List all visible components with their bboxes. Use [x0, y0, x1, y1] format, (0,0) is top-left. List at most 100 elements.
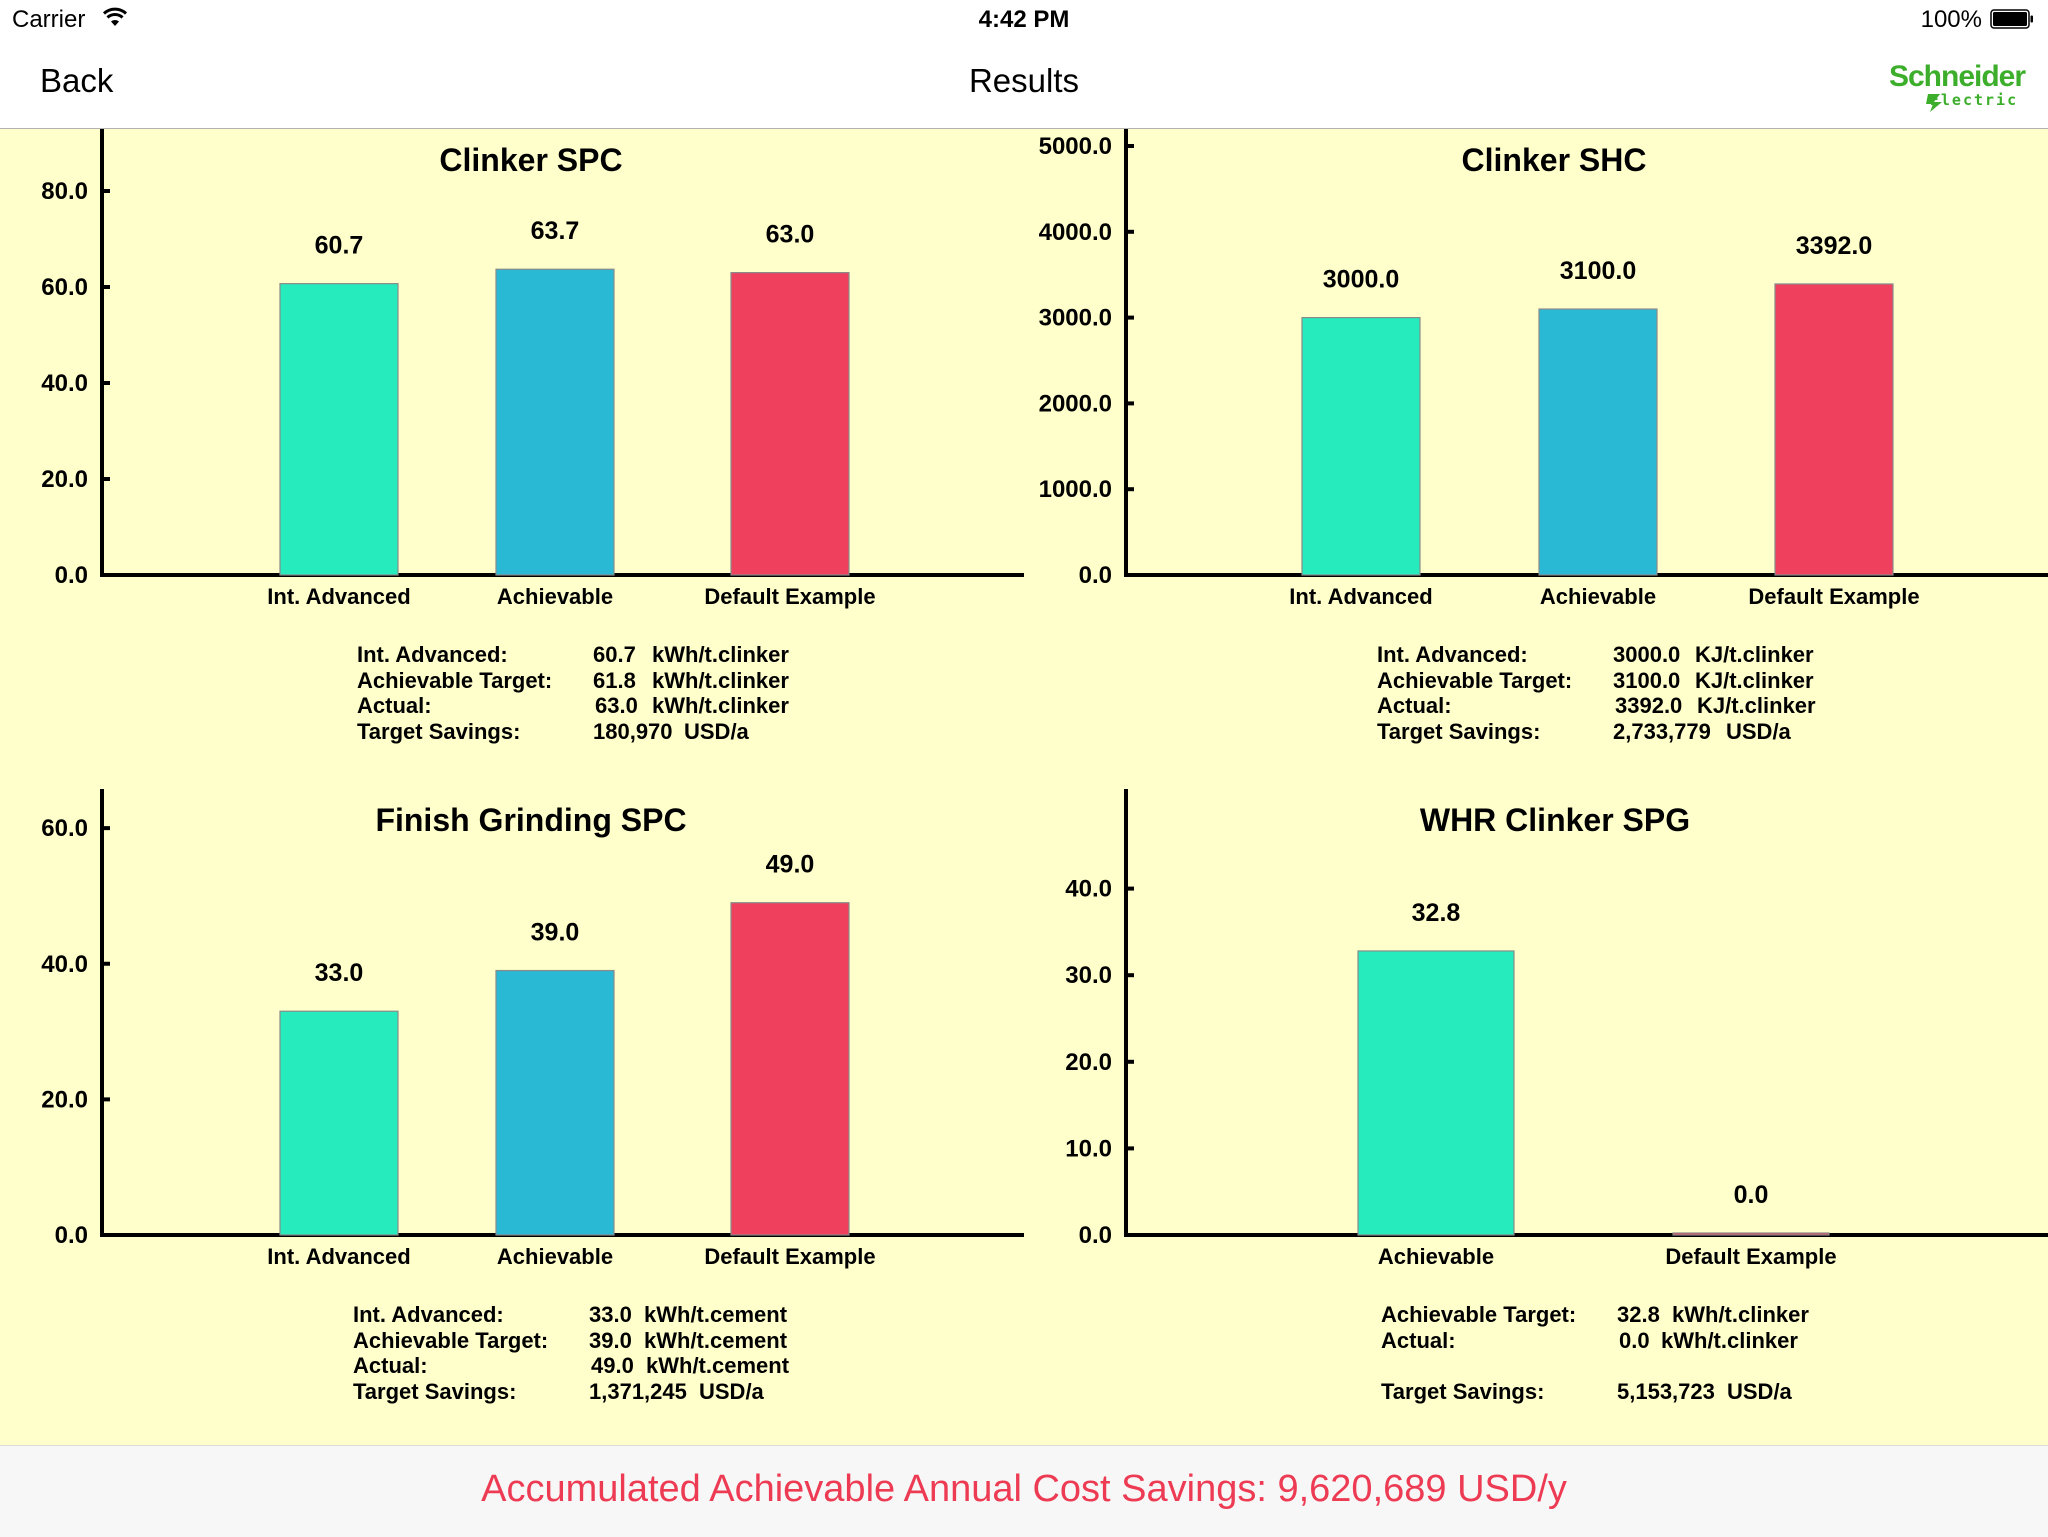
summary-row: Target Savings: 180,970 USD/a: [357, 719, 917, 745]
summary-value: 3000.0: [1613, 642, 1681, 667]
summary-label: Actual:: [357, 693, 432, 718]
summary-unit: USD/a: [684, 718, 749, 744]
accumulated-savings-bar: Accumulated Achievable Annual Cost Savin…: [0, 1445, 2048, 1537]
summary-unit: kWh/t.clinker: [1661, 1327, 1798, 1353]
bar-value-label: 33.0: [315, 959, 364, 987]
page-title: Results: [968, 62, 1080, 99]
summary-value: 3392.0: [1615, 693, 1683, 718]
summary-row: Actual: 63.0 kWh/t.clinker: [357, 693, 917, 719]
y-tick-label: 60.0: [41, 274, 88, 301]
summary-value: 33.0: [589, 1302, 632, 1327]
bar-value-label: 0.0: [1734, 1181, 1769, 1209]
chart-title: Finish Grinding SPC: [375, 802, 686, 838]
summary-value: 32.8: [1617, 1302, 1660, 1327]
summary-unit: kWh/t.clinker: [652, 693, 789, 718]
bar-value-label: 63.0: [766, 221, 815, 249]
clinker-spc-summary: Int. Advanced: 60.7 kWh/t.clinker Achievab…: [357, 642, 917, 744]
y-tick-label: 0.0: [1079, 562, 1112, 589]
y-tick-label: 20.0: [1065, 1049, 1112, 1076]
whr-clinker-spg-summary: Achievable Target: 32.8 kWh/t.clinker Actu…: [1381, 1302, 1941, 1404]
y-tick-label: 0.0: [55, 562, 88, 589]
x-category-label: Achievable: [497, 584, 613, 609]
y-tick-label: 80.0: [41, 178, 88, 205]
bar-default-example: [1774, 283, 1894, 576]
summary-label: Target Savings:: [353, 1378, 517, 1404]
summary-value: 49.0: [591, 1353, 634, 1378]
summary-row: Target Savings: 2,733,779 USD/a: [1377, 719, 1977, 745]
y-tick-label: 5000.0: [1039, 133, 1112, 160]
bar-int-advanced: [1301, 317, 1421, 576]
summary-value: 180,970: [593, 718, 673, 744]
status-time: 4:42 PM: [978, 6, 1070, 33]
summary-row: Actual: 0.0 kWh/t.clinker: [1381, 1328, 1941, 1354]
summary-row: Target Savings: 1,371,245 USD/a: [353, 1379, 913, 1405]
summary-unit: KJ/t.clinker: [1695, 667, 1814, 693]
summary-row: Actual: 49.0 kWh/t.cement: [353, 1353, 913, 1379]
summary-label: Actual:: [1377, 693, 1452, 718]
summary-value: 0.0: [1619, 1327, 1650, 1353]
bar-default-example: [1672, 1232, 1830, 1236]
y-tick-label: 4000.0: [1039, 219, 1112, 246]
summary-value: 63.0: [595, 693, 638, 718]
y-tick-label: 60.0: [41, 815, 88, 842]
summary-row: Int. Advanced: 60.7 kWh/t.clinker: [357, 642, 917, 668]
summary-row: Int. Advanced: 33.0 kWh/t.cement: [353, 1302, 913, 1328]
summary-row: Int. Advanced: 3000.0 KJ/t.clinker: [1377, 642, 1977, 668]
summary-row: Target Savings: 5,153,723 USD/a: [1381, 1379, 1941, 1405]
clinker-shc-chart: Clinker SHC 0.0 1000.0 2000.0 3000.0 4000.0 50…: [1039, 129, 2048, 609]
bar-value-label: 39.0: [531, 919, 580, 947]
bar-default-example: [730, 902, 850, 1236]
summary-label: Int. Advanced:: [357, 642, 508, 667]
bar-value-label: 3100.0: [1560, 257, 1636, 285]
back-button[interactable]: Back: [40, 62, 114, 99]
summary-label: Int. Advanced:: [353, 1302, 504, 1327]
summary-label: Achievable Target:: [1377, 667, 1573, 693]
x-category-label: Default Example: [704, 1244, 875, 1269]
summary-row: [1381, 1353, 1941, 1379]
summary-row: Achievable Target: 32.8 kWh/t.clinker: [1381, 1302, 1941, 1328]
summary-row: Actual: 3392.0 KJ/t.clinker: [1377, 693, 1977, 719]
navigation-bar: Back Results Schneider Electric: [0, 40, 2048, 129]
bar-achievable: [495, 268, 615, 576]
bar-int-advanced: [279, 283, 399, 576]
y-tick-label: 40.0: [1065, 876, 1112, 903]
x-category-label: Int. Advanced: [267, 584, 410, 609]
summary-unit: kWh/t.cement: [644, 1302, 788, 1327]
bar-default-example: [730, 272, 850, 576]
svg-text:Electric: Electric: [1930, 91, 2018, 109]
bar-int-advanced: [279, 1010, 399, 1236]
summary-unit: kWh/t.clinker: [652, 642, 789, 667]
summary-value: 61.8: [593, 667, 636, 693]
y-tick-label: 0.0: [1079, 1222, 1112, 1249]
finish-grinding-spc-summary: Int. Advanced: 33.0 kWh/t.cement Achievabl…: [353, 1302, 913, 1404]
x-category-label: Default Example: [704, 584, 875, 609]
summary-row: Achievable Target: 61.8 kWh/t.clinker: [357, 668, 917, 694]
summary-value: 3100.0: [1613, 667, 1681, 693]
chart-panel-clinker-shc: Clinker SHC 0.0 1000.0 2000.0 3000.0 4000.0 50…: [1024, 129, 2048, 789]
clinker-shc-summary: Int. Advanced: 3000.0 KJ/t.clinker Achieva…: [1377, 642, 1977, 744]
chart-panel-clinker-spc: Clinker SPC 0.0 20.0 40.0 60.0 80.0 60.7 Int. A…: [0, 129, 1024, 789]
x-category-label: Int. Advanced: [267, 1244, 410, 1269]
y-tick-label: 40.0: [41, 370, 88, 397]
bar-value-label: 49.0: [766, 851, 815, 879]
whr-clinker-spg-chart: WHR Clinker SPG 0.0 10.0 20.0 30.0 40.0 32.8 Ac…: [1065, 789, 2048, 1269]
x-category-label: Int. Advanced: [1289, 584, 1432, 609]
summary-label: Target Savings:: [357, 718, 521, 744]
summary-unit: KJ/t.clinker: [1695, 642, 1814, 667]
summary-label: Achievable Target:: [1381, 1302, 1577, 1327]
summary-value: 60.7: [593, 642, 636, 667]
bar-value-label: 32.8: [1412, 899, 1461, 927]
summary-value: 5,153,723: [1617, 1378, 1715, 1404]
y-tick-label: 10.0: [1065, 1135, 1112, 1162]
wifi-icon: [102, 7, 128, 26]
x-category-label: Default Example: [1665, 1244, 1836, 1269]
summary-unit: KJ/t.clinker: [1697, 693, 1816, 718]
summary-label: Achievable Target:: [353, 1327, 549, 1353]
summary-unit: USD/a: [1726, 718, 1791, 744]
summary-unit: USD/a: [1727, 1378, 1792, 1404]
summary-unit: kWh/t.cement: [644, 1327, 788, 1353]
carrier-label: Carrier: [12, 6, 86, 33]
y-tick-label: 0.0: [55, 1222, 88, 1249]
y-tick-label: 40.0: [41, 951, 88, 978]
finish-grinding-spc-chart: Finish Grinding SPC 0.0 20.0 40.0 60.0 33.0 In…: [41, 789, 1024, 1269]
